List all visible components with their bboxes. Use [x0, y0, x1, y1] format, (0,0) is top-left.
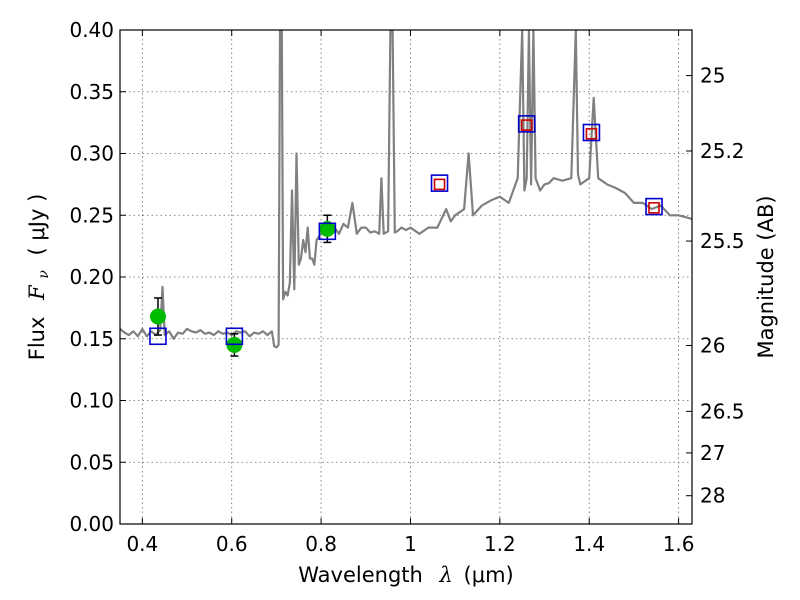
y-tick-label: 0.25 [69, 203, 114, 227]
model-flux-square-red [433, 178, 446, 191]
model-flux-square-blue [149, 327, 167, 346]
y-tick-label: 0.40 [69, 18, 114, 42]
x-axis-title-unit: (μm) [464, 563, 514, 587]
x-tick-label: 1.4 [573, 532, 605, 556]
observed-flux-point [149, 308, 166, 325]
x-tick-label: 1 [404, 532, 417, 556]
y-tick-label: 0.00 [69, 512, 114, 536]
x-axis-title: Wavelength λ (μm) [298, 563, 513, 587]
y-tick-label: 0.20 [69, 265, 114, 289]
model-flux-square-blue [318, 222, 337, 241]
model-flux-square-red [520, 119, 533, 131]
magnitude-tick-label: 26 [700, 333, 725, 357]
magnitude-tick-label: 25 [700, 64, 725, 88]
model-flux-square-red [585, 127, 598, 140]
y-axis-title-unit: ( μJy ) [25, 194, 49, 256]
axis-ticks: 0.4 0.6 0.8 1 1.2 1.4 1.6 0.00 0.05 0.10 0.15 0.20 0… [69, 18, 744, 556]
magnitude-tick-label: 27 [700, 441, 725, 465]
model-flux-square-blue [430, 174, 449, 192]
x-tick-label: 0.8 [305, 532, 337, 556]
y-tick-label: 0.30 [69, 142, 114, 166]
x-axis-title-main: Wavelength [298, 563, 423, 587]
sed-model-line [120, 30, 692, 349]
y-axis-title-subscript: ν [36, 270, 52, 279]
model-flux-square-blue [517, 115, 536, 133]
x-tick-label: 0.6 [216, 532, 248, 556]
model-flux-square-blue [582, 123, 601, 142]
x-tick-label: 1.2 [484, 532, 516, 556]
plot-area [120, 30, 692, 357]
y-tick-label: 0.10 [69, 389, 114, 413]
magnitude-tick-label: 26.5 [700, 399, 745, 423]
y-tick-label: 0.05 [69, 450, 114, 474]
magnitude-tick-label: 28 [700, 484, 725, 508]
magnitude-tick-label: 25.5 [700, 229, 745, 253]
x-tick-label: 1.6 [663, 532, 695, 556]
x-tick-label: 0.4 [126, 532, 158, 556]
model-flux-square-blue [645, 197, 663, 216]
model-flux-square-red [648, 202, 660, 214]
magnitude-axis-title: Magnitude (AB) [754, 195, 778, 358]
model-flux-square-blue [225, 327, 244, 346]
y-axis-title: Flux F ν ( μJy ) [25, 194, 53, 361]
y-tick-label: 0.15 [69, 327, 114, 351]
y-tick-label: 0.35 [69, 80, 114, 104]
magnitude-tick-label: 25.2 [700, 139, 745, 163]
y-axis-title-main: Flux [25, 317, 49, 361]
y-axis-title-symbol: F [25, 284, 49, 301]
x-axis-title-symbol: λ [439, 563, 453, 587]
